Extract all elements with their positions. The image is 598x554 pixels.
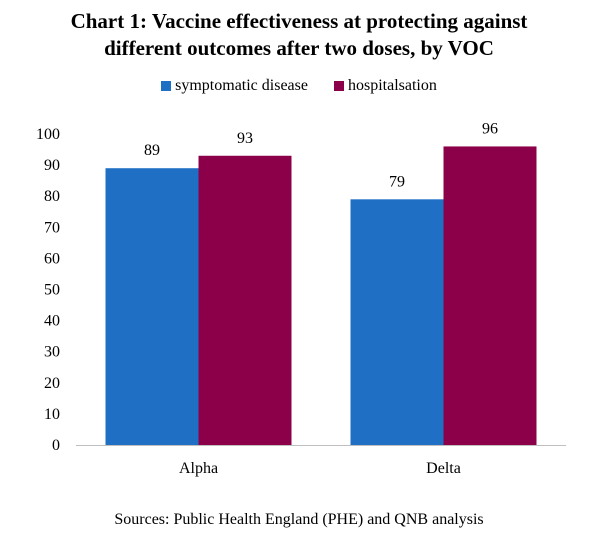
data-label: 89 xyxy=(144,142,160,159)
y-tick-label: 80 xyxy=(44,188,60,205)
legend-label-symptomatic-disease: symptomatic disease xyxy=(175,77,308,94)
legend-swatch-symptomatic-disease xyxy=(161,81,172,91)
y-tick-label: 100 xyxy=(36,126,60,143)
y-tick-label: 20 xyxy=(44,375,60,392)
bar-hospitalsation-alpha xyxy=(198,155,292,445)
chart-title-line-1: Chart 1: Vaccine effectiveness at protec… xyxy=(70,9,528,33)
y-tick-label: 70 xyxy=(44,219,60,236)
y-tick-label: 0 xyxy=(52,437,60,454)
y-tick-label: 40 xyxy=(44,313,60,330)
x-tick-label-alpha: Alpha xyxy=(179,460,218,477)
chart-title: Chart 1: Vaccine effectiveness at protec… xyxy=(0,8,598,62)
y-tick-label: 10 xyxy=(44,406,60,423)
bar-symptomatic-disease-delta xyxy=(350,199,444,445)
legend-item-hospitalsation: hospitalsation xyxy=(333,76,437,96)
y-tick-label: 60 xyxy=(44,250,60,267)
source-note: Sources: Public Health England (PHE) and… xyxy=(114,511,484,528)
data-label: 93 xyxy=(237,130,253,147)
data-label: 96 xyxy=(482,120,498,137)
y-tick-label: 90 xyxy=(44,157,60,174)
chart-legend: symptomatic disease hospitalsation xyxy=(0,76,598,96)
x-tick-label-delta: Delta xyxy=(426,460,461,477)
bar-symptomatic-disease-alpha xyxy=(105,168,199,445)
bar-hospitalsation-delta xyxy=(443,146,537,445)
legend-label-hospitalsation: hospitalsation xyxy=(347,77,437,94)
legend-item-symptomatic-disease: symptomatic disease xyxy=(161,76,308,96)
y-tick-label: 50 xyxy=(44,282,60,299)
data-label: 79 xyxy=(389,173,405,190)
chart-title-line-2: different outcomes after two doses, by V… xyxy=(104,36,494,60)
y-tick-label: 30 xyxy=(44,344,60,361)
legend-swatch-hospitalsation xyxy=(333,81,344,91)
